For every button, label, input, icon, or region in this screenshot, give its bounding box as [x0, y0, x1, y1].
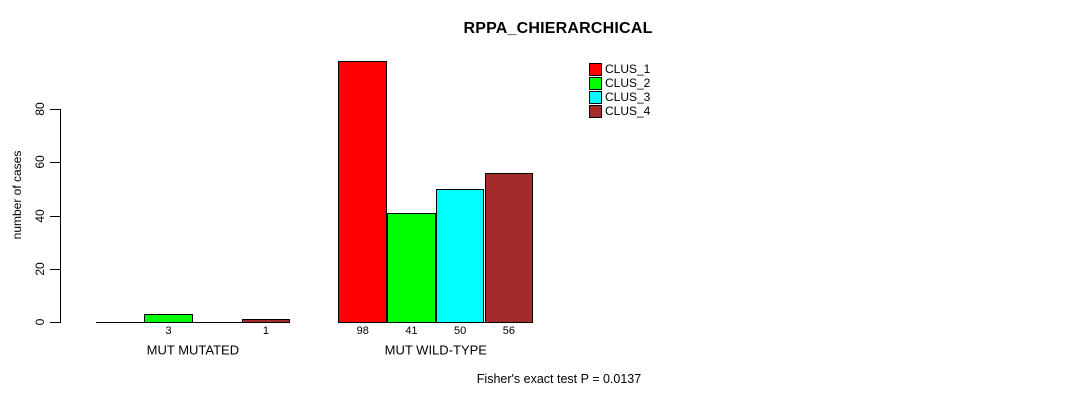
group-baseline	[95, 322, 291, 323]
y-axis-tick	[50, 268, 60, 270]
legend-swatch-icon	[589, 90, 602, 104]
y-axis-tick	[50, 215, 60, 217]
legend-swatch-icon	[589, 104, 602, 118]
bar-value-label: 41	[405, 324, 418, 337]
y-axis-tick	[50, 109, 60, 110]
bar-clus_2-group1	[144, 314, 193, 323]
bar-value-label: 56	[502, 324, 515, 337]
footer-annotation: Fisher's exact test P = 0.0137	[476, 372, 642, 386]
legend-label: CLUS_2	[605, 75, 651, 90]
legend-label: CLUS_1	[605, 61, 651, 76]
y-axis-tick	[50, 162, 60, 164]
bar-clus_2-group2	[387, 212, 436, 323]
legend-swatch-icon	[589, 76, 602, 90]
y-axis-tick-label: 40	[33, 208, 47, 223]
y-axis-tick-label: 20	[33, 262, 47, 276]
bar-clus_1-group2	[338, 61, 388, 323]
y-axis-line	[60, 109, 61, 323]
legend-label: CLUS_3	[605, 89, 651, 104]
y-axis-title: number of cases	[10, 150, 24, 240]
group-baseline	[338, 322, 534, 323]
bar-clus_3-group2	[435, 188, 485, 323]
chart-title: RPPA_CHIERARCHICAL	[463, 20, 653, 37]
x-axis-group-label: MUT MUTATED	[146, 342, 240, 357]
bar-value-label: 3	[165, 324, 172, 337]
bar-value-label: 50	[454, 324, 467, 337]
bar-value-label: 1	[262, 324, 269, 337]
bar-clus_4-group1	[241, 319, 291, 323]
y-axis-tick	[50, 322, 60, 323]
y-axis-tick-label: 80	[33, 102, 47, 116]
x-axis-group-label: MUT WILD-TYPE	[384, 342, 487, 357]
bar-value-label: 98	[356, 324, 369, 337]
y-axis-tick-label: 60	[33, 155, 47, 169]
bar-clus_4-group2	[484, 172, 534, 323]
legend-swatch-icon	[589, 62, 602, 76]
y-axis-tick-label: 0	[33, 318, 47, 326]
legend-label: CLUS_4	[605, 103, 651, 118]
